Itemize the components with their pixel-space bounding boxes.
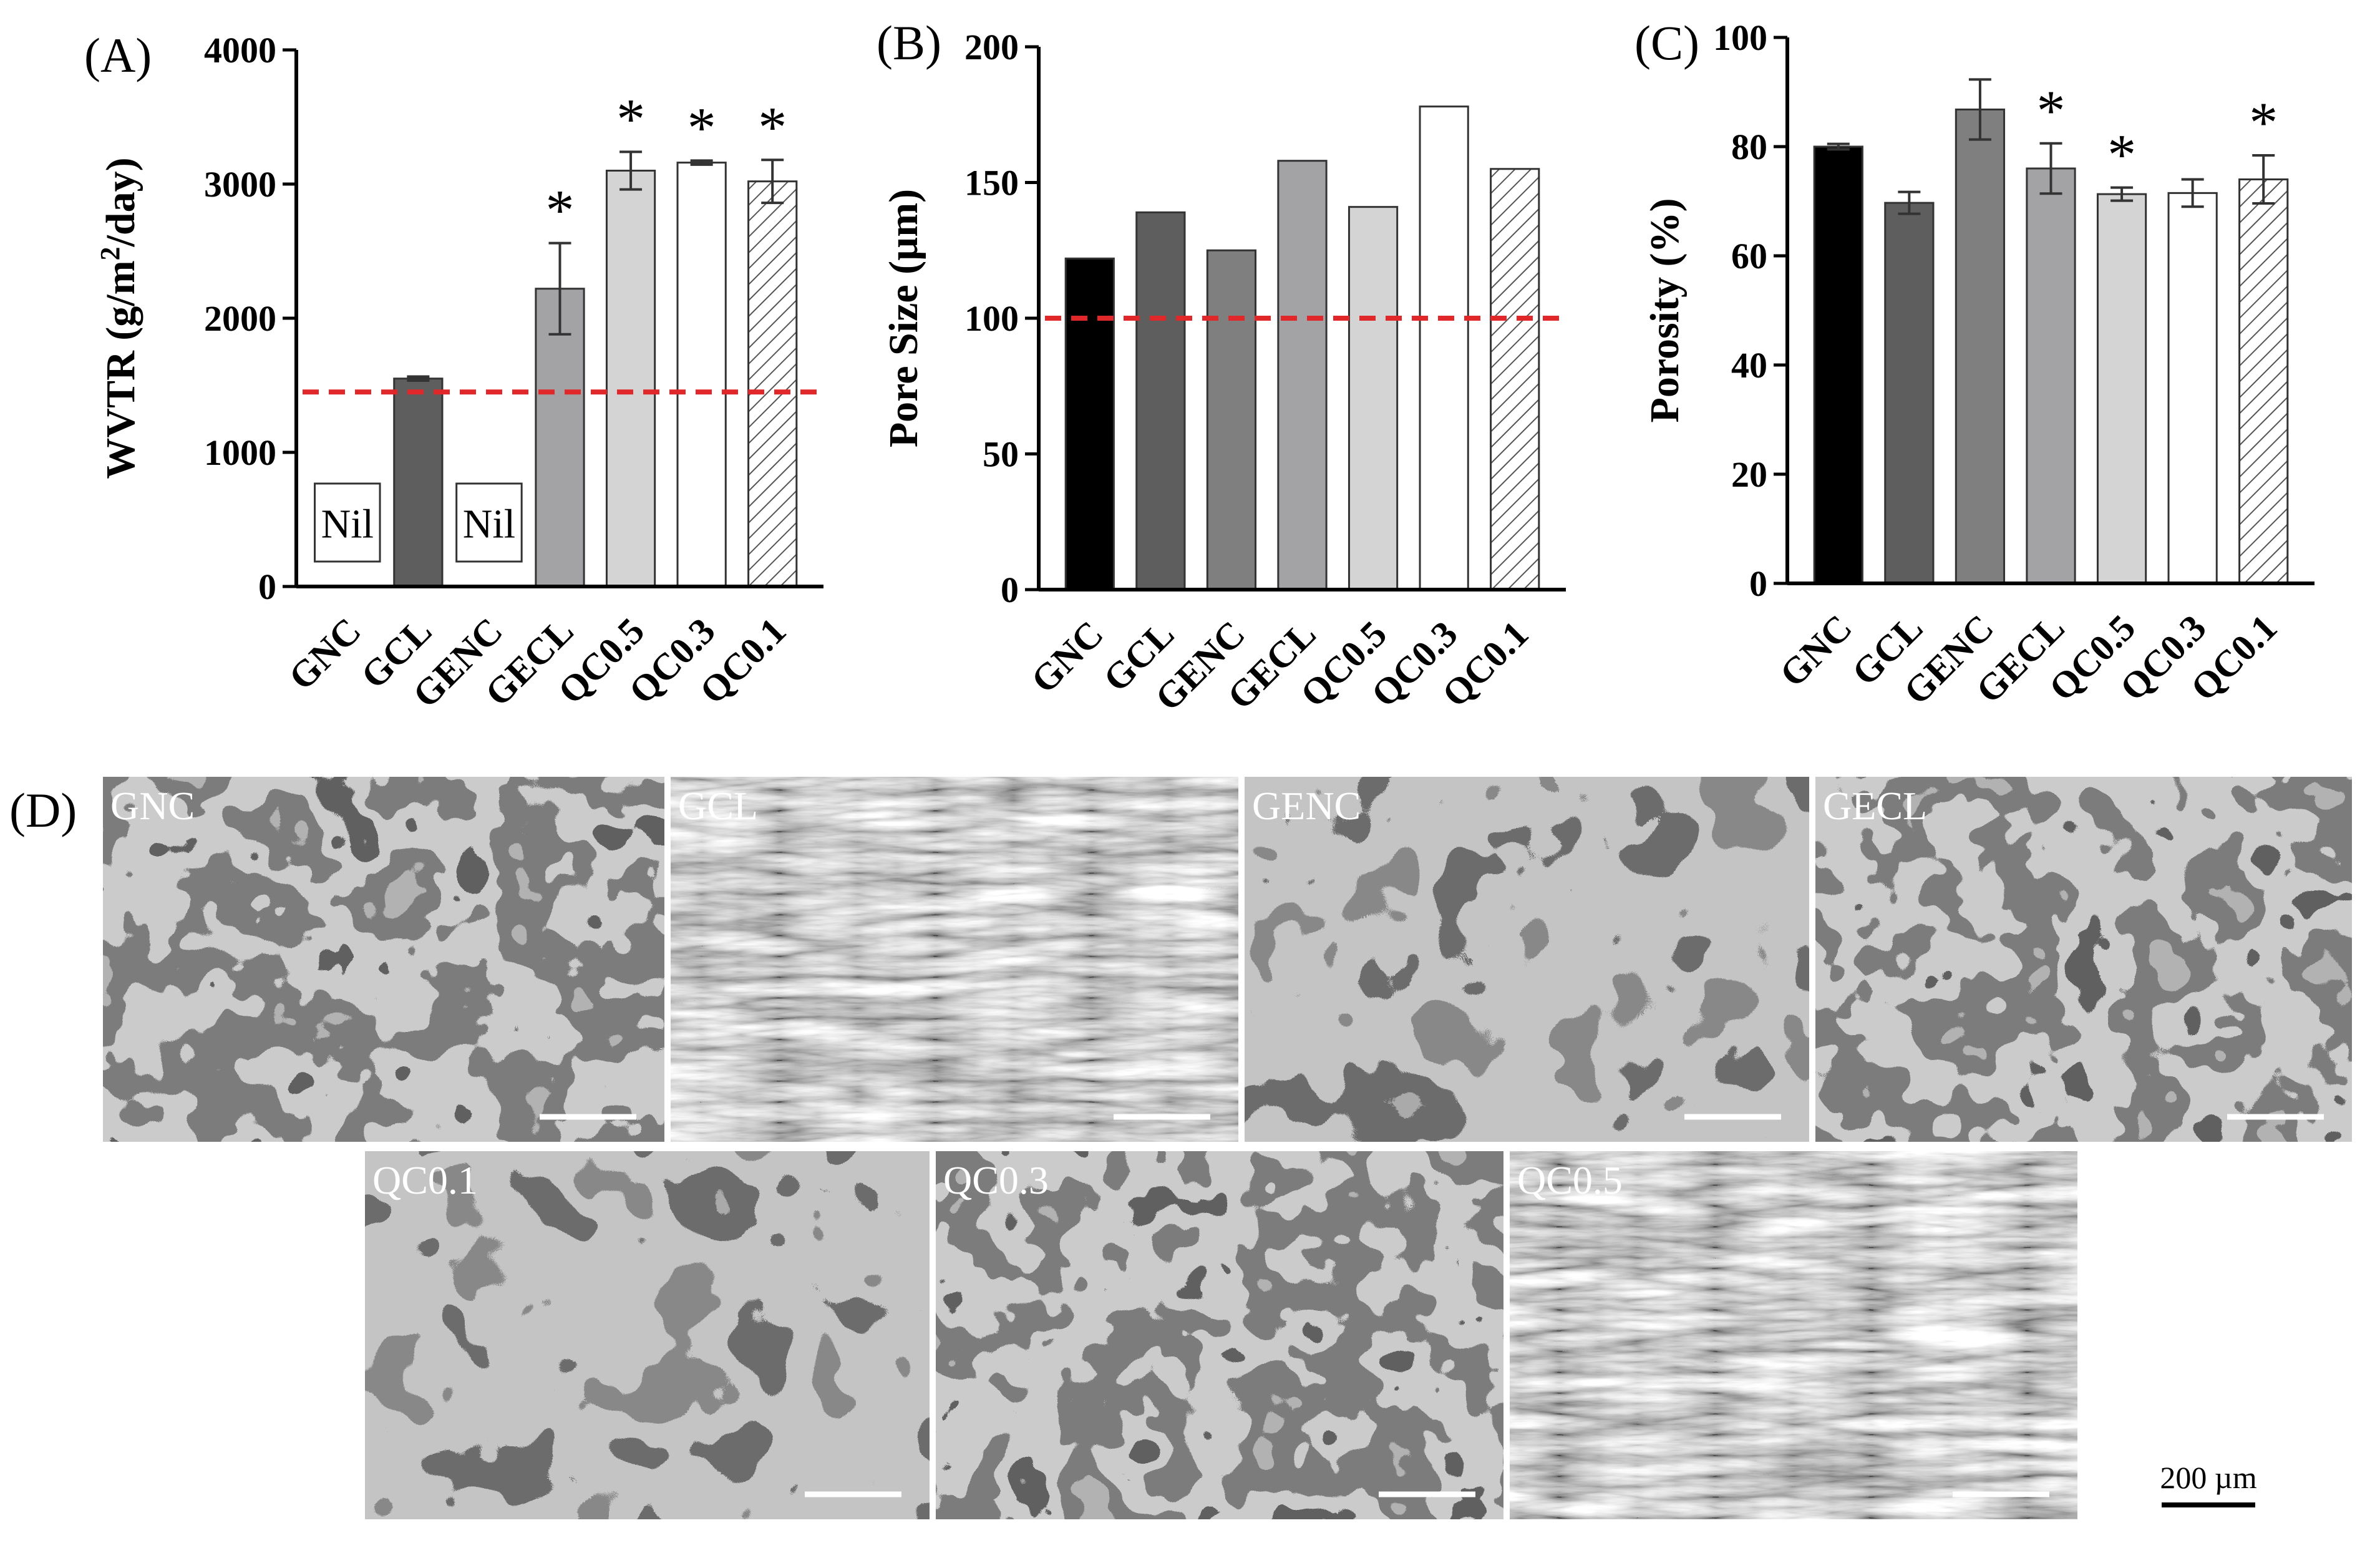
significance-star: * [758,95,787,158]
panel-label: (D) [9,783,77,837]
sem-image-genc: GENC [1245,777,1809,1142]
charts-group: (A)WVTR (g/m2/day)NilGNCGCLNilGENC*GECL*… [84,16,2314,719]
y-tick-label: 80 [1731,127,1767,167]
nil-box [314,482,381,563]
y-tick-label: 150 [964,163,1019,203]
x-tick-label: GNC [1772,607,1860,695]
bar-qc0-5 [2096,193,2147,585]
sem-image-label: GCL [678,784,758,828]
sem-image-gecl: GECL [1815,777,2352,1142]
y-tick-label: 100 [964,298,1019,339]
bar-qc0-5 [1348,206,1399,591]
sem-image-texture [103,777,664,1142]
y-tick-label: 60 [1731,236,1767,276]
sem-micrographs: (D) GNC GCL GENC GECL QC0.1 QC0.3 QC0.5 200 µm [9,777,2352,1519]
y-tick-label: 4000 [204,30,276,71]
bar-qc0-3 [2167,192,2218,585]
y-tick-label: 20 [1731,454,1767,495]
sem-image-texture [1510,1151,2077,1519]
scale-bar-legend-text: 200 µm [2160,1460,2256,1495]
sem-image-gnc: GNC [103,777,664,1142]
bar-qc0-1 [2238,178,2289,585]
y-tick-label: 3000 [204,164,276,205]
sem-image-label: GECL [1823,784,1927,828]
y-axis-label: WVTR (g/m2/day) [95,157,144,479]
y-tick-label: 200 [964,27,1019,67]
sem-image-label: QC0.1 [372,1158,478,1202]
panel-label: (A) [84,28,152,82]
significance-star: * [616,87,645,150]
chart-panel-b: (B)Pore Size (µm)GNCGCLGENCGECLQC0.5QC0.… [877,16,1566,719]
y-tick-label: 0 [1749,563,1767,604]
bar-qc0-3 [676,162,727,588]
sem-image-texture [365,1151,930,1519]
significance-star: * [687,95,716,159]
y-tick-label: 40 [1731,345,1767,386]
y-tick-label: 0 [1001,570,1019,610]
x-tick-label: GNC [281,610,369,698]
sem-image-texture [936,1151,1503,1519]
bar-gecl [2026,167,2076,585]
significance-star: * [2037,79,2066,142]
y-axis-label-tail: /day) [98,157,143,247]
chart-panel-c: (C)Porosity (%)GNCGCLGENC*GECL*QC0.5QC0.… [1634,16,2314,713]
sem-image-gcl: GCL [671,777,1238,1142]
nil-label: Nil [463,502,515,547]
sem-image-label: GENC [1252,784,1361,828]
y-axis-label-sup: 2 [95,246,125,260]
chart-panel-a: (A)WVTR (g/m2/day)NilGNCGCLNilGENC*GECL*… [84,28,823,716]
sem-image-texture [1245,777,1809,1142]
sem-image-texture [1815,777,2352,1142]
bar-genc [1955,109,2006,585]
sem-image-label: QC0.5 [1517,1158,1623,1202]
bar-gnc [1813,145,1863,585]
bar-gecl [1277,160,1328,591]
x-tick-label: GNC [1023,613,1111,701]
bar-gnc [1064,257,1115,591]
y-tick-label: 50 [983,434,1019,475]
significance-star: * [2107,123,2136,187]
panel-label: (B) [877,16,941,70]
bar-gcl [393,377,444,588]
significance-star: * [2249,90,2278,154]
nil-label: Nil [321,502,374,547]
sem-image-label: QC0.3 [943,1158,1049,1202]
y-tick-label: 1000 [204,432,276,473]
bar-qc0-1 [747,180,798,588]
nil-box [455,482,523,563]
y-tick-label: 100 [1713,17,1767,58]
bar-gcl [1135,211,1186,591]
sem-image-texture [671,777,1238,1142]
bar-qc0-5 [605,170,656,588]
y-axis-label: Porosity (%) [1642,198,1688,423]
bar-gcl [1884,202,1935,585]
significance-star: * [546,178,575,242]
bar-qc0-1 [1490,168,1540,591]
y-axis-label-main: WVTR (g/m [98,260,143,479]
y-tick-label: 0 [258,567,276,607]
bar-qc0-3 [1419,105,1469,591]
sem-image-label: GNC [110,784,195,828]
y-axis-label: Pore Size (µm) [881,189,926,447]
panel-label: (C) [1634,16,1699,70]
sem-image-qc0-5: QC0.5 [1510,1151,2077,1519]
sem-image-qc0-3: QC0.3 [936,1151,1503,1519]
bar-genc [1206,249,1257,591]
sem-image-qc0-1: QC0.1 [365,1151,930,1519]
y-tick-label: 2000 [204,298,276,339]
